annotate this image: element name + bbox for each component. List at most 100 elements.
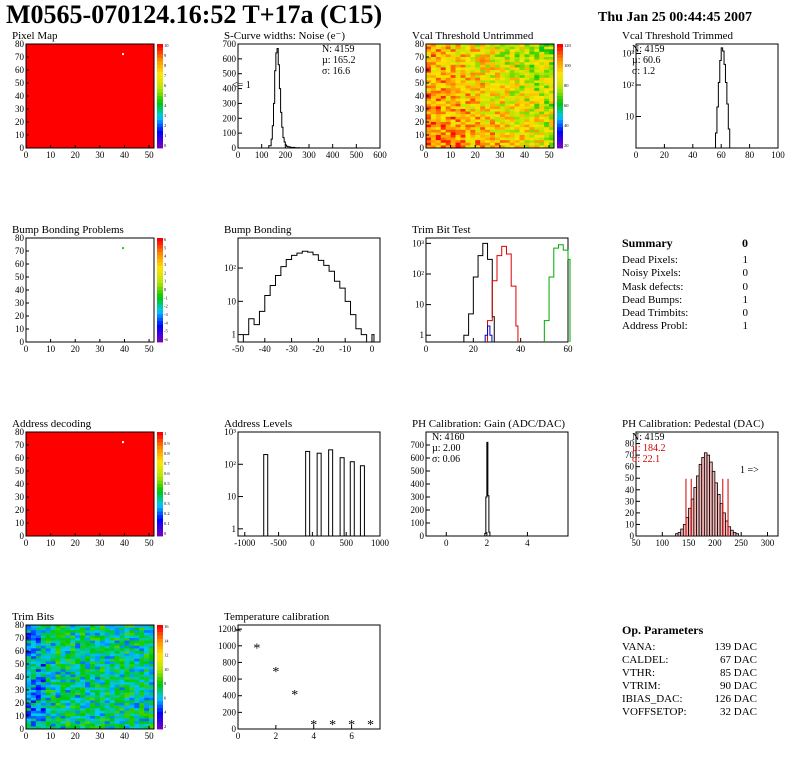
heatmap-cell [470,54,476,58]
heatmap-cell [435,114,442,118]
heatmap-cell [80,684,86,688]
heatmap-cell [455,98,461,102]
heatmap-cell [544,142,550,146]
heatmap-cell [119,643,125,647]
heatmap-cell [149,630,155,634]
heatmap-cell [70,648,76,652]
x-tick-label: 0 [236,731,241,741]
heatmap-cell [514,96,520,99]
heatmap-cell [519,127,525,131]
heatmap-cell [549,90,555,94]
heatmap-cell [119,638,125,641]
heatmap-cell [470,96,476,99]
heatmap-cell [114,664,120,667]
heatmap-cell [104,632,110,636]
x-tick-label: 0 [634,150,639,160]
colorbar-label: 10 [164,43,169,48]
heatmap-cell [75,640,81,644]
colorbar-label: 20 [564,143,569,148]
y-tick-label: 80 [15,427,25,437]
heatmap-cell [144,708,150,712]
heatmap-cell [440,142,446,146]
heatmap-cell [55,638,61,641]
heatmap-cell [514,109,520,112]
heatmap-cell [485,88,491,92]
heatmap-cell [45,625,51,628]
heatmap-cell [514,140,520,144]
heatmap-cell [440,109,446,112]
heatmap-cell [75,656,81,660]
heatmap-cell [109,692,115,696]
heatmap-cell [549,49,555,53]
heatmap-cell [124,632,130,636]
heatmap-cell [149,651,155,654]
colorbar-cell [157,484,163,488]
heatmap-cell [60,723,66,727]
heatmap-cell [94,713,101,717]
heatmap-cell [90,648,96,652]
heatmap-cell [465,46,471,50]
heatmap-cell [509,111,515,115]
heatmap-cell [485,85,491,89]
heatmap-cell [114,669,120,673]
heatmap-cell [490,77,496,81]
heatmap-cell [26,666,32,670]
heatmap-cell [499,132,506,136]
y-tick-label: 70 [15,246,25,256]
heatmap-cell [445,44,451,47]
heatmap-cell [104,666,110,670]
heatmap-cell [104,692,110,696]
heatmap-cell [524,109,530,112]
x-tick-label: 300 [302,150,316,160]
heatmap-cell [60,718,66,722]
heatmap-cell [504,72,510,76]
y-tick-label: 1 [232,524,237,534]
heatmap-cell [529,109,535,112]
heatmap-cell [124,630,130,634]
heatmap-cell [509,80,515,84]
heatmap-cell [514,137,520,141]
heatmap-cell [529,111,535,115]
heatmap-cell [455,137,461,141]
heatmap-cell [485,57,491,60]
heatmap-cell [475,116,481,120]
heatmap-cell [60,651,66,654]
heatmap-cell [104,703,110,706]
heatmap-cell [524,72,530,76]
heatmap-cell [435,106,442,110]
colorbar-cell [157,92,163,97]
y-tick-label: 70 [625,450,635,460]
heatmap-cell [426,62,432,66]
heatmap-cell [26,643,32,647]
heatmap-cell [30,656,37,660]
heatmap-cell [60,658,66,662]
heatmap-cell [99,635,106,639]
colorbar-cell [157,659,163,664]
heatmap-cell [514,80,520,84]
heatmap-cell [119,692,125,696]
heatmap-cell [544,93,550,97]
y-tick-label: 10 [415,130,425,140]
heatmap-cell [85,653,91,657]
heatmap-cell [455,80,461,84]
heatmap-cell [426,93,432,97]
stat-n: N: 4159 [322,44,355,55]
heatmap-cell [544,135,550,138]
heatmap-cell [450,137,456,141]
heatmap-cell [40,692,46,696]
colorbar-label: -4 [164,320,168,325]
bar [339,457,345,537]
heatmap-cell [90,627,96,631]
heatmap-cell [119,656,125,660]
heatmap-cell [534,44,540,47]
heatmap-cell [70,632,76,636]
heatmap-cell [504,132,510,136]
heatmap-cell [124,700,130,704]
heatmap-cell [90,632,96,636]
heatmap-cell [114,708,120,712]
op-param-row: VANA: 139 DAC [622,641,757,654]
bar [305,450,311,537]
heatmap-cell [499,44,506,47]
heatmap-cell [539,54,545,58]
